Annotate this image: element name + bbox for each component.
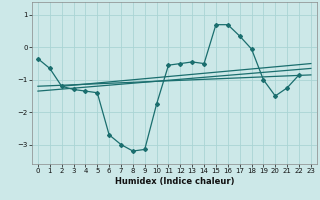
X-axis label: Humidex (Indice chaleur): Humidex (Indice chaleur) — [115, 177, 234, 186]
